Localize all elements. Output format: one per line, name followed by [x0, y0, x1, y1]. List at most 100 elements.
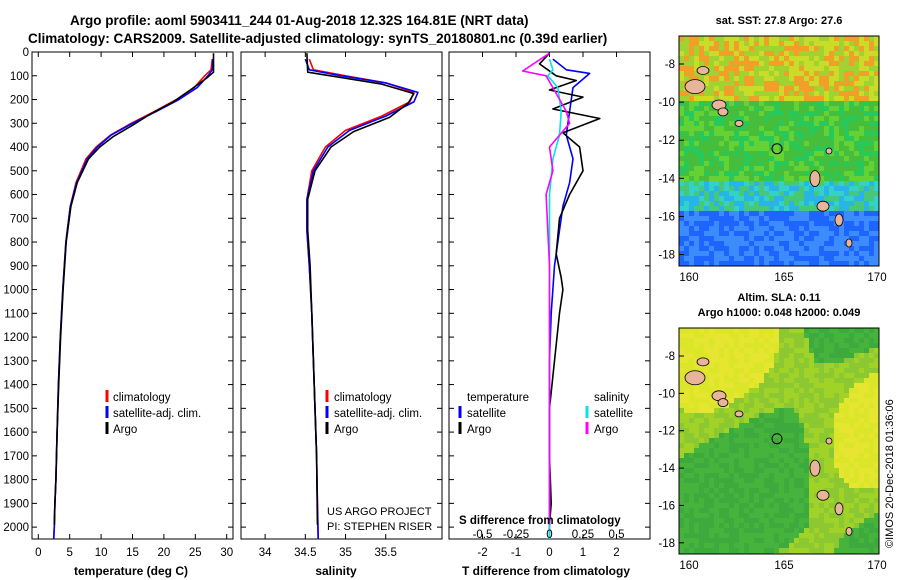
- sal-tick-label: 0: [546, 529, 552, 541]
- x-tick-label: 10: [95, 547, 108, 559]
- series-line-t-satellite: [548, 58, 591, 539]
- sal-tick-label: -0.25: [503, 529, 529, 541]
- series-line-t-argo: [538, 52, 601, 525]
- x-tick-label: 30: [220, 547, 233, 559]
- series-line-argo: [306, 53, 415, 525]
- sla-map: [679, 328, 879, 554]
- difference-xlabel: T difference from climatology: [462, 564, 630, 578]
- y-tick-label: 1000: [3, 285, 29, 297]
- y-tick-label: 200: [10, 95, 29, 107]
- map-x-tick: 160: [679, 560, 698, 572]
- map-y-tick: -10: [658, 388, 675, 400]
- y-tick-label: 1500: [3, 403, 29, 415]
- salinity-legend: climatology satellite-adj. clim. Argo: [325, 390, 422, 436]
- y-tick-label: 2000: [3, 522, 29, 534]
- s-difference-title: S difference from climatology: [459, 515, 621, 527]
- y-tick-label: 0: [23, 47, 29, 59]
- salinity-difference-ticks: -0.5 -0.25 0 0.25 0.5: [473, 529, 625, 541]
- sst-map-frame: [678, 35, 880, 267]
- legend-climatology: climatology: [113, 392, 171, 404]
- legend-t-argo: Argo: [467, 424, 491, 436]
- axes-layer: 0100200300400500600700800900100011001200…: [3, 47, 650, 559]
- series-line-climatology: [306, 58, 415, 539]
- map-y-tick: -16: [658, 211, 675, 223]
- legend-salinity-title: salinity: [594, 392, 629, 404]
- sal-tick-label: 0.25: [572, 529, 594, 541]
- y-tick-label: 1100: [4, 308, 29, 320]
- map-y-tick: -18: [658, 538, 675, 550]
- sla-map-title-1: Altim. SLA: 0.11: [737, 292, 820, 304]
- map-y-tick: -12: [658, 426, 675, 438]
- x-tick-label: 20: [158, 547, 171, 559]
- x-tick-label: 34.5: [294, 547, 316, 559]
- y-tick-label: 1700: [3, 451, 29, 463]
- series-line-s-argo: [521, 52, 571, 525]
- series-line-satellite-adj-clim-: [304, 58, 419, 539]
- y-tick-label: 1800: [3, 475, 29, 487]
- map-y-tick: -10: [658, 97, 675, 109]
- map-x-tick: 165: [774, 560, 793, 572]
- legend-s-argo: Argo: [594, 424, 618, 436]
- y-tick-label: 600: [10, 190, 29, 202]
- y-tick-label: 1900: [3, 498, 29, 510]
- legend-satellite-adj: satellite-adj. clim.: [334, 408, 422, 420]
- y-tick-label: 1400: [3, 380, 29, 392]
- title-line-1: Argo profile: aoml 5903411_244 01-Aug-20…: [70, 13, 528, 28]
- title-line-2: Climatology: CARS2009. Satellite-adjuste…: [28, 31, 607, 46]
- series-line-argo: [53, 53, 215, 525]
- map-x-tick: 170: [867, 560, 886, 572]
- map-y-tick: -16: [658, 500, 675, 512]
- x-tick-label: 0: [546, 547, 552, 559]
- map-ticks: 160 165 170 -8 -10 -12 -14 -16 -18 160 165 170 -8 -10…: [658, 59, 886, 572]
- y-tick-label: 700: [10, 213, 29, 225]
- map-y-tick: -12: [658, 135, 675, 147]
- legend-temperature-title: temperature: [467, 392, 529, 404]
- imos-stamp: ©IMOS 20-Dec-2018 01:36:06: [884, 399, 896, 548]
- y-tick-label: 1300: [3, 356, 29, 368]
- map-x-tick: 170: [867, 272, 886, 284]
- y-tick-label: 500: [10, 166, 29, 178]
- legend-climatology: climatology: [334, 392, 392, 404]
- x-tick-label: 15: [126, 547, 139, 559]
- sla-map-frame: [678, 327, 880, 555]
- sal-tick-label: 0.5: [609, 529, 625, 541]
- sla-map-title-2: Argo h1000: 0.048 h2000: 0.049: [698, 307, 861, 319]
- map-x-tick: 160: [679, 272, 698, 284]
- x-tick-label: 1: [580, 547, 586, 559]
- sst-map: [679, 36, 879, 266]
- y-tick-label: 1200: [3, 332, 29, 344]
- legend-t-satellite: satellite: [467, 408, 506, 420]
- legend-satellite-adj: satellite-adj. clim.: [113, 408, 201, 420]
- legend-argo: Argo: [334, 424, 358, 436]
- x-tick-label: 35.5: [375, 547, 397, 559]
- map-y-tick: -14: [658, 463, 675, 475]
- x-tick-label: 5: [66, 547, 72, 559]
- map-x-tick: 165: [774, 272, 793, 284]
- map-y-tick: -14: [658, 173, 675, 185]
- series-line-climatology: [52, 59, 214, 539]
- x-tick-label: 0: [35, 547, 41, 559]
- y-tick-label: 100: [10, 71, 29, 83]
- y-tick-label: 800: [10, 237, 29, 249]
- x-tick-label: 2: [613, 547, 619, 559]
- x-tick-label: 35: [339, 547, 352, 559]
- legend-argo: Argo: [113, 424, 137, 436]
- y-tick-label: 1600: [3, 427, 29, 439]
- x-tick-label: 34: [259, 547, 272, 559]
- y-tick-label: 300: [10, 118, 29, 130]
- x-tick-label: -2: [477, 547, 487, 559]
- difference-legend: temperature satellite Argo salinity sate…: [458, 392, 633, 436]
- lines-layer: [52, 52, 601, 539]
- credit-project: US ARGO PROJECT: [327, 506, 432, 518]
- x-tick-label: 25: [189, 547, 202, 559]
- map-y-tick: -18: [658, 250, 675, 262]
- y-tick-label: 400: [10, 142, 29, 154]
- x-tick-label: -1: [511, 547, 521, 559]
- temperature-xlabel: temperature (deg C): [74, 564, 188, 578]
- series-line-satellite-adj-clim-: [52, 59, 214, 539]
- sal-tick-label: -0.5: [473, 529, 493, 541]
- y-tick-label: 900: [10, 261, 29, 273]
- map-y-tick: -8: [665, 59, 675, 71]
- legend-s-satellite: satellite: [594, 408, 633, 420]
